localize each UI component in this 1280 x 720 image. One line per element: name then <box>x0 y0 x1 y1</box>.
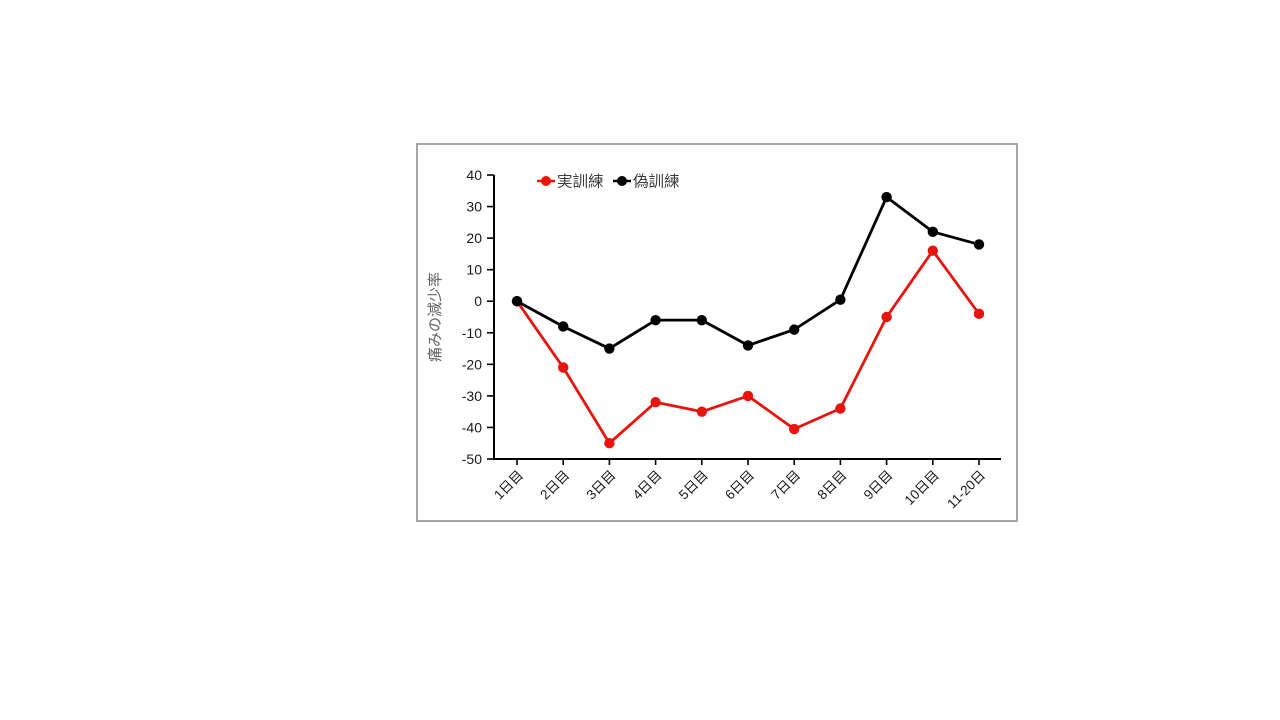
data-point <box>511 296 523 307</box>
x-tick-label: 5日目 <box>676 468 711 503</box>
y-tick-label: -10 <box>462 325 482 341</box>
legend-label: 偽訓練 <box>633 173 680 191</box>
data-point <box>650 314 661 326</box>
data-point <box>558 362 569 373</box>
x-tick-label: 3日目 <box>584 468 619 503</box>
data-point <box>696 314 707 326</box>
x-tick-label: 8日目 <box>815 468 850 503</box>
x-tick-label: 11-20日 <box>944 468 988 512</box>
x-tick-label: 2日目 <box>537 468 572 503</box>
data-point <box>973 239 985 250</box>
data-point <box>789 324 800 335</box>
y-tick-label: -30 <box>462 388 482 404</box>
data-point <box>604 343 615 354</box>
data-point <box>558 321 569 332</box>
data-point <box>835 403 846 414</box>
data-point <box>604 438 615 449</box>
x-tick-label: 1日目 <box>491 468 526 503</box>
y-axis-title: 痛みの減少率 <box>427 272 444 362</box>
legend-label: 実訓練 <box>557 173 604 191</box>
y-tick-label: 30 <box>466 199 482 215</box>
y-tick-label: -20 <box>462 356 482 372</box>
x-tick-label: 6日目 <box>722 468 757 503</box>
data-point <box>696 406 707 417</box>
data-point <box>742 390 754 402</box>
data-point <box>927 226 938 237</box>
y-tick-label: 20 <box>466 230 482 246</box>
chart-panel: 40 30 20 10 0 -10 -20 -30 -40 -50 1日目 2日目 3日目 4日目 5日目 6… <box>416 143 1018 522</box>
legend-marker-dot <box>617 176 627 186</box>
x-tick-label: 4日目 <box>630 468 665 503</box>
data-point <box>881 311 892 323</box>
y-tick-label: -40 <box>462 419 482 435</box>
data-point <box>789 423 800 435</box>
data-point <box>927 245 938 256</box>
data-point <box>742 340 754 351</box>
line-chart: 40 30 20 10 0 -10 -20 -30 -40 -50 1日目 2日目 3日目 4日目 5日目 6… <box>427 167 1001 512</box>
data-point <box>881 191 892 203</box>
y-tick-label: 10 <box>466 262 482 278</box>
data-point <box>973 308 985 320</box>
data-point <box>835 294 846 305</box>
series-line <box>516 195 980 350</box>
x-tick-label: 9日目 <box>861 468 896 503</box>
y-tick-label: 0 <box>474 293 482 309</box>
x-tick-label: 7日目 <box>768 468 803 503</box>
y-tick-label: 40 <box>466 167 482 183</box>
legend-marker-dot <box>541 176 551 186</box>
data-point <box>650 397 661 408</box>
y-tick-label: -50 <box>462 451 482 467</box>
x-tick-label: 10日目 <box>902 468 942 508</box>
